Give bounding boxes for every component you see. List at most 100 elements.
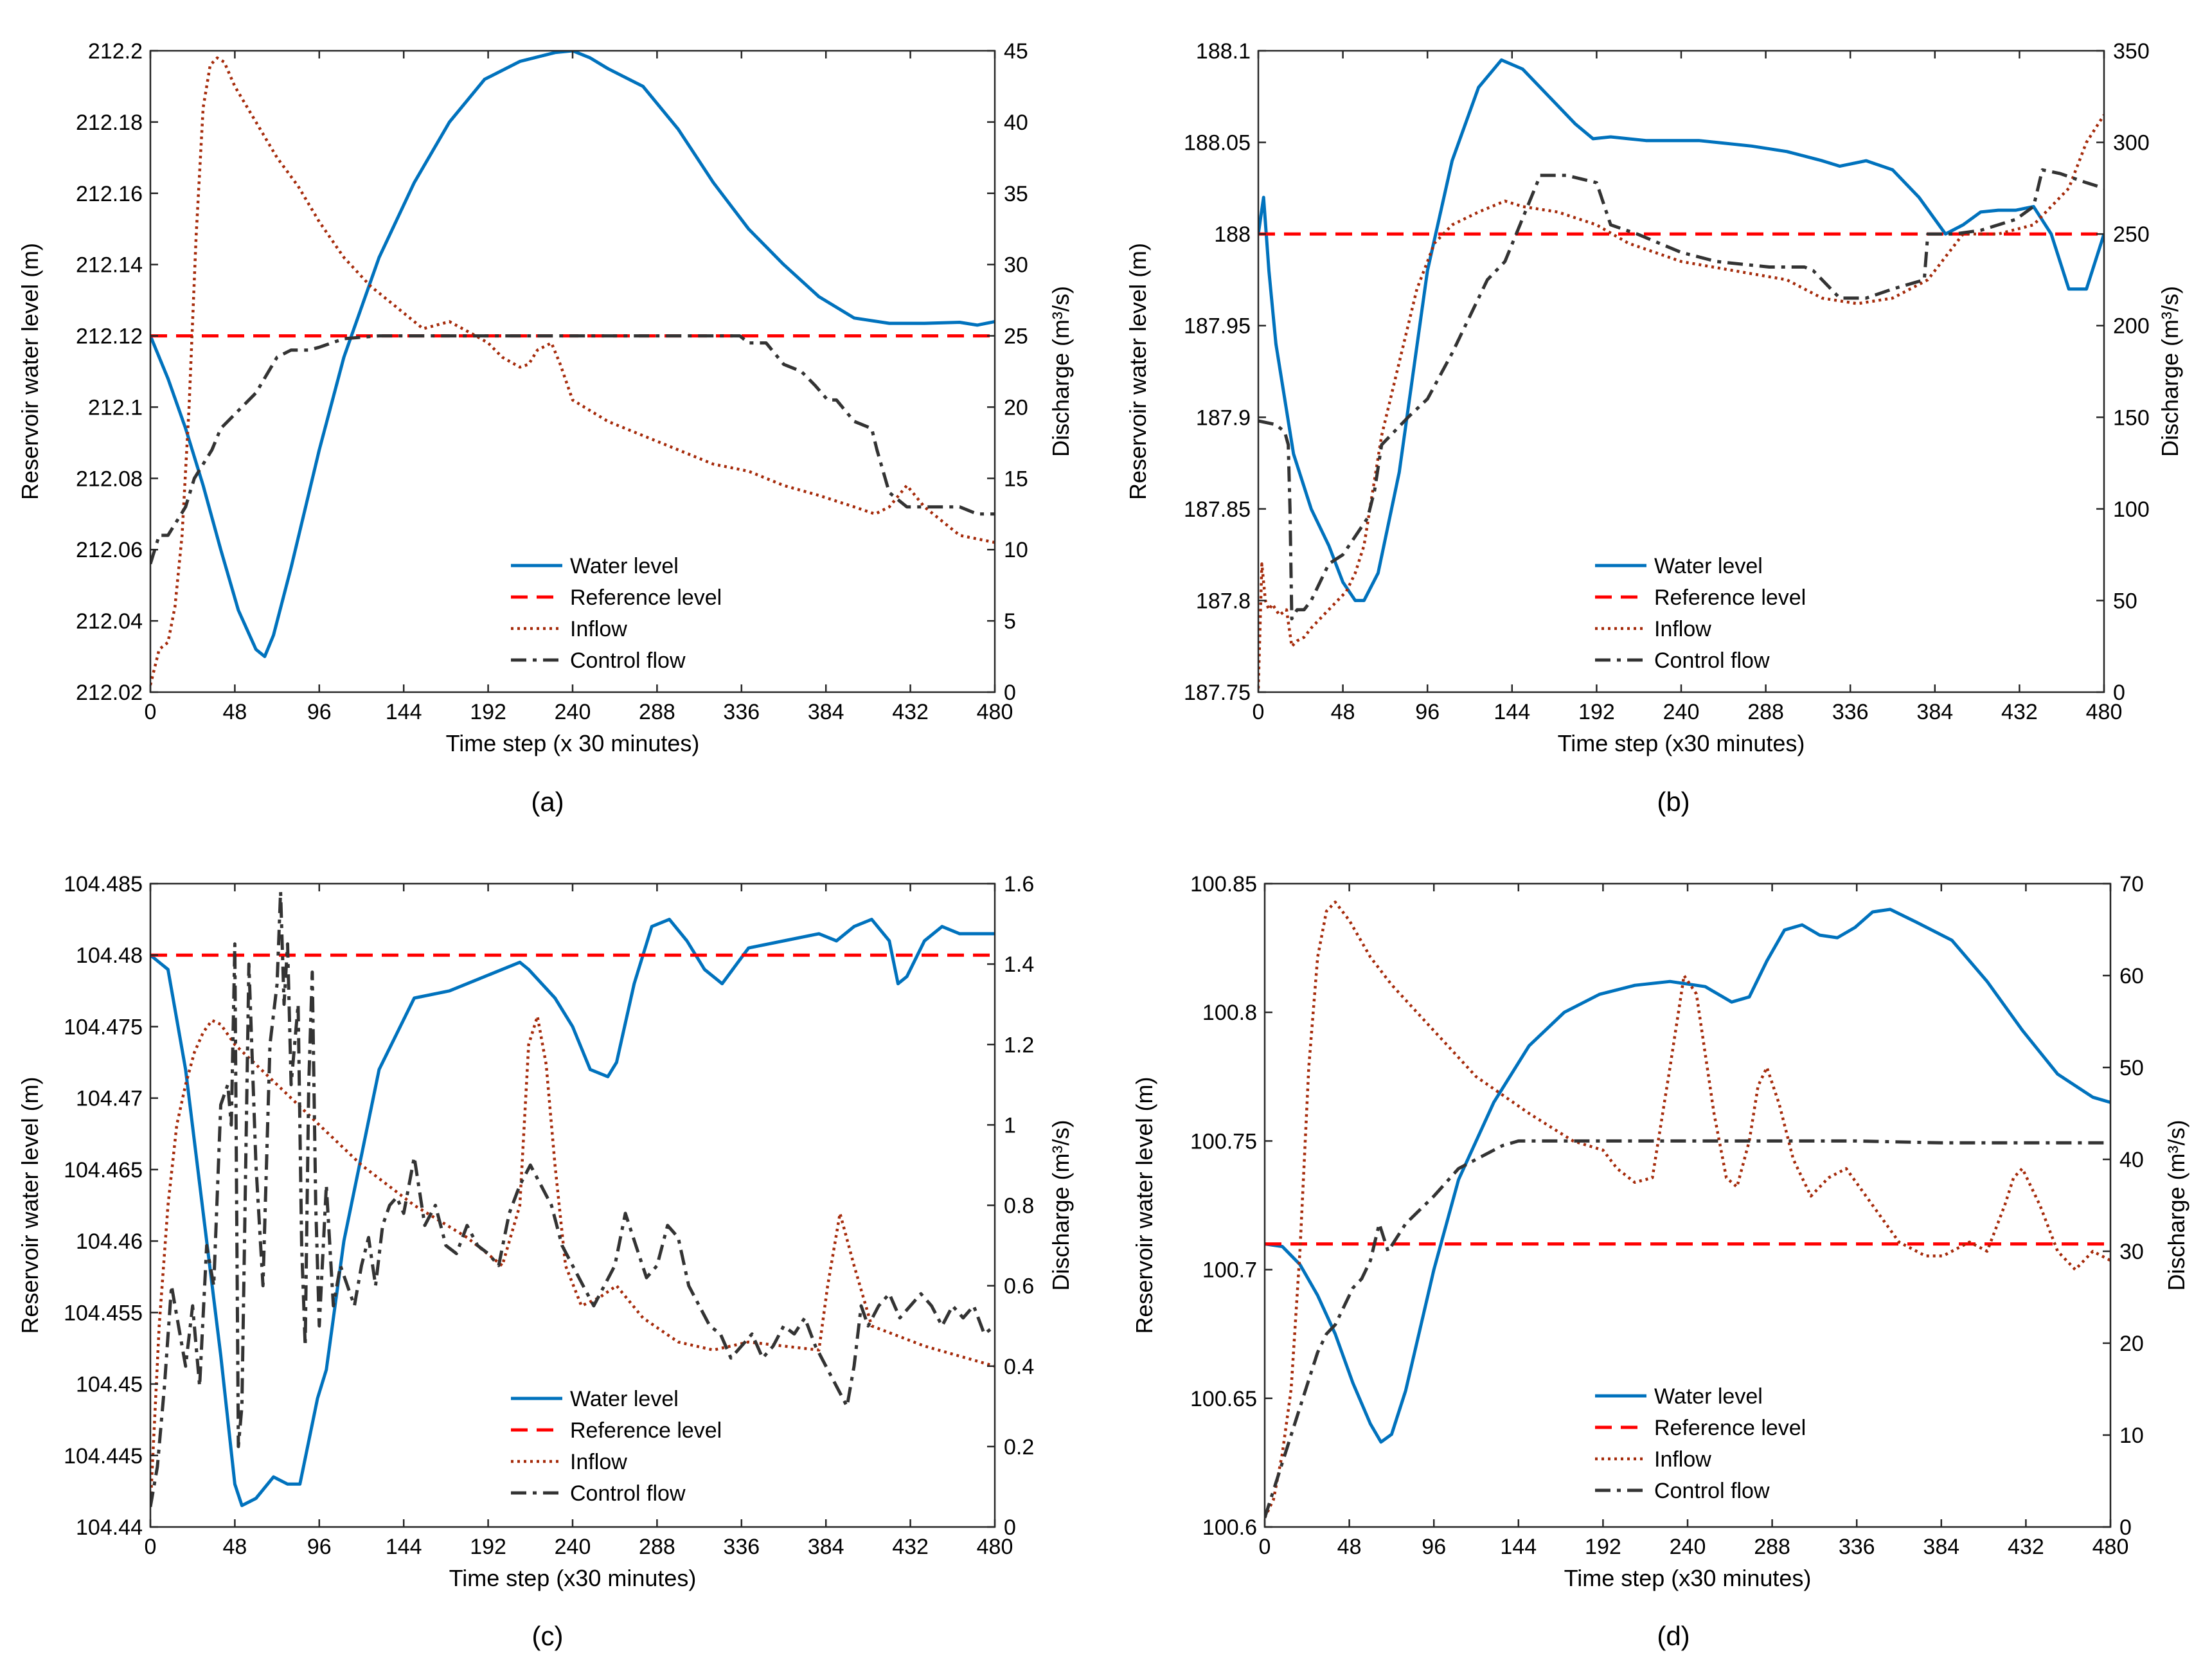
x-tick-label: 384 xyxy=(1916,700,1953,724)
legend: Water level Reference level Inflow Control … xyxy=(511,554,722,673)
y-right-tick-label: 25 xyxy=(1004,325,1028,349)
y-left-tick-label: 104.465 xyxy=(64,1158,143,1183)
y-left-tick-label: 104.44 xyxy=(76,1515,143,1540)
series-control-flow xyxy=(1258,168,2104,621)
x-tick-label: 96 xyxy=(307,1535,332,1559)
legend-label: Inflow xyxy=(1654,617,1711,641)
y-right-tick-label: 0.4 xyxy=(1004,1355,1034,1379)
y-right-tick-label: 300 xyxy=(2113,131,2150,156)
x-tick-label: 384 xyxy=(1923,1535,1959,1559)
x-tick-label: 432 xyxy=(2001,700,2038,724)
y-right-tick-label: 1.2 xyxy=(1004,1033,1034,1057)
x-tick-label: 432 xyxy=(892,700,929,724)
y-right-tick-label: 50 xyxy=(2113,589,2137,613)
legend-label: Reference level xyxy=(570,585,722,610)
x-tick-label: 48 xyxy=(1331,700,1355,724)
x-tick-label: 288 xyxy=(1754,1535,1790,1559)
legend-label: Inflow xyxy=(570,1450,627,1474)
y-right-tick-label: 20 xyxy=(2119,1332,2144,1356)
y-left-tick-label: 104.47 xyxy=(76,1087,143,1111)
y-right-tick-label: 0.2 xyxy=(1004,1435,1034,1459)
legend-label: Inflow xyxy=(570,617,627,641)
legend: Water level Reference level Inflow Control … xyxy=(1595,1384,1806,1503)
y-right-tick-label: 10 xyxy=(2119,1424,2144,1448)
y-right-axis-label: Discharge (m³/s) xyxy=(2163,1120,2190,1290)
series-inflow xyxy=(1265,900,2110,1519)
x-tick-label: 48 xyxy=(222,1535,247,1559)
series-group xyxy=(150,890,995,1508)
y-right-tick-label: 5 xyxy=(1004,609,1016,634)
y-left-tick-label: 188 xyxy=(1214,222,1251,247)
x-tick-label: 240 xyxy=(1670,1535,1706,1559)
y-left-tick-label: 104.445 xyxy=(64,1444,143,1468)
y-left-tick-label: 212.14 xyxy=(76,253,143,278)
y-left-tick-label: 187.95 xyxy=(1184,314,1251,339)
y-left-tick-label: 212.08 xyxy=(76,467,143,491)
y-right-tick-label: 10 xyxy=(1004,538,1028,562)
x-tick-label: 336 xyxy=(1832,700,1869,724)
legend-label: Control flow xyxy=(1654,1479,1770,1503)
x-tick-label: 480 xyxy=(2092,1535,2129,1559)
series-control-flow xyxy=(1265,1139,2110,1519)
panel-caption: (a) xyxy=(531,787,564,817)
series-inflow xyxy=(150,1015,995,1507)
series-group xyxy=(1265,900,2110,1519)
y-right-tick-label: 0.6 xyxy=(1004,1274,1034,1299)
y-right-tick-label: 50 xyxy=(2119,1056,2144,1080)
x-tick-label: 432 xyxy=(2008,1535,2044,1559)
x-tick-label: 144 xyxy=(386,1535,422,1559)
x-tick-label: 384 xyxy=(808,1535,844,1559)
legend-label: Water level xyxy=(570,1387,679,1411)
series-water-level xyxy=(1265,907,2110,1444)
legend-label: Reference level xyxy=(570,1418,722,1443)
panel-caption: (c) xyxy=(532,1621,564,1651)
y-left-tick-label: 100.85 xyxy=(1190,872,1257,897)
y-right-tick-label: 250 xyxy=(2113,222,2150,247)
y-left-tick-label: 212.2 xyxy=(88,39,143,64)
x-tick-label: 96 xyxy=(307,700,332,724)
y-left-tick-label: 212.12 xyxy=(76,325,143,349)
x-tick-label: 288 xyxy=(639,1535,675,1559)
y-right-axis-label: Discharge (m³/s) xyxy=(1048,1120,1074,1290)
legend-label: Water level xyxy=(570,554,679,578)
y-right-tick-label: 1.6 xyxy=(1004,872,1034,897)
series-group xyxy=(1258,58,2104,689)
y-right-tick-label: 0.8 xyxy=(1004,1194,1034,1218)
y-right-tick-label: 30 xyxy=(2119,1240,2144,1264)
x-axis-label: Time step (x 30 minutes) xyxy=(446,730,700,756)
y-right-tick-label: 20 xyxy=(1004,395,1028,420)
x-tick-label: 192 xyxy=(470,1535,506,1559)
y-left-tick-label: 104.475 xyxy=(64,1015,143,1039)
x-tick-label: 432 xyxy=(892,1535,929,1559)
y-left-tick-label: 212.04 xyxy=(76,609,143,634)
y-right-axis-label: Discharge (m³/s) xyxy=(2157,286,2183,457)
y-right-tick-label: 35 xyxy=(1004,182,1028,206)
x-tick-label: 192 xyxy=(470,700,506,724)
y-right-tick-label: 0 xyxy=(2113,681,2125,705)
y-right-tick-label: 45 xyxy=(1004,39,1028,64)
legend-label: Control flow xyxy=(570,648,686,673)
x-tick-label: 48 xyxy=(222,700,247,724)
y-right-tick-label: 1.4 xyxy=(1004,952,1034,977)
legend-label: Reference level xyxy=(1654,1416,1806,1440)
y-right-tick-label: 40 xyxy=(2119,1148,2144,1172)
y-left-axis-label: Reservoir water level (m) xyxy=(1125,243,1151,500)
legend: Water level Reference level Inflow Control … xyxy=(511,1387,722,1506)
y-right-tick-label: 150 xyxy=(2113,406,2150,430)
y-left-tick-label: 104.48 xyxy=(76,943,143,968)
x-tick-label: 288 xyxy=(639,700,675,724)
y-left-tick-label: 188.1 xyxy=(1196,39,1251,64)
y-left-tick-label: 100.6 xyxy=(1202,1515,1257,1540)
series-water-level xyxy=(150,918,995,1508)
series-water-level xyxy=(150,51,995,659)
legend-label: Water level xyxy=(1654,554,1763,578)
chart-panel-3: 0 48 96 144 192 240 288 336 384 432 480 104.44 104.4… xyxy=(17,872,1074,1651)
chart-panel-4: 0 48 96 144 192 240 288 336 384 432 480 100.6 100.65… xyxy=(1131,872,2190,1651)
x-tick-label: 480 xyxy=(2086,700,2123,724)
y-right-tick-label: 70 xyxy=(2119,872,2144,897)
x-tick-label: 0 xyxy=(1253,700,1265,724)
y-right-tick-label: 200 xyxy=(2113,314,2150,339)
x-tick-label: 144 xyxy=(1494,700,1530,724)
x-tick-label: 48 xyxy=(1337,1535,1362,1559)
